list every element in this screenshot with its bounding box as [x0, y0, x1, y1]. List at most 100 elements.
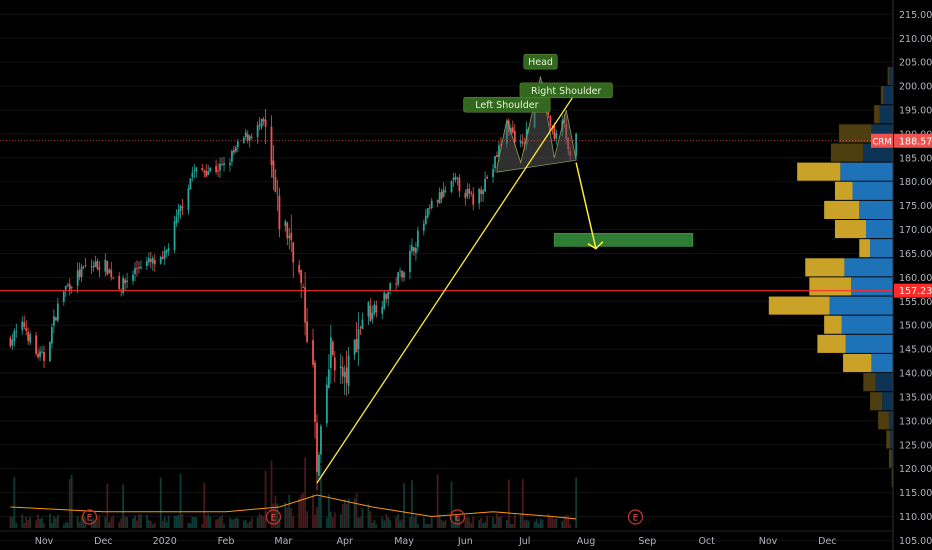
candle-body: [381, 306, 384, 314]
candle-body: [219, 163, 221, 171]
candle-body: [233, 150, 235, 153]
candle-body: [11, 339, 14, 346]
volume-bar: [549, 516, 552, 528]
pattern-label-box: [463, 96, 551, 113]
candle-body: [29, 334, 32, 343]
volume-bar: [468, 518, 471, 528]
volume-bar: [56, 514, 59, 528]
profile-buy-bar: [829, 296, 893, 315]
volume-bar: [300, 494, 303, 528]
time-tick: 2020: [153, 536, 177, 547]
volume-bar: [167, 515, 170, 528]
candle-body: [470, 192, 473, 194]
volume-bar: [193, 516, 196, 528]
time-tick: Oct: [698, 536, 715, 547]
price-tick: 200.00: [899, 82, 932, 93]
profile-sell-bar: [797, 162, 841, 181]
pattern-label: Left Shoulder: [475, 100, 538, 111]
volume-bar: [94, 521, 97, 528]
volume-bar: [151, 524, 154, 528]
volume-bar: [234, 517, 237, 528]
volume-bar: [302, 492, 305, 528]
volume-bar: [343, 499, 346, 528]
candle-body: [430, 200, 433, 208]
candle-body: [15, 330, 18, 332]
volume-bar: [80, 516, 83, 528]
volume-bar: [78, 521, 81, 528]
candle-body: [90, 265, 93, 267]
volume-bar: [229, 517, 231, 528]
target-zone[interactable]: [554, 233, 694, 247]
candle-body: [341, 367, 344, 377]
candle-body: [284, 220, 287, 227]
volume-bar: [541, 519, 544, 528]
volume-bar: [248, 521, 251, 528]
candle-body: [480, 189, 483, 194]
volume-bar: [312, 493, 314, 528]
profile-buy-bar: [888, 411, 893, 430]
profile-sell-bar: [870, 392, 883, 411]
volume-bar: [327, 494, 330, 528]
candle-body: [312, 340, 314, 365]
candle-body: [314, 362, 316, 423]
profile-buy-bar: [859, 200, 893, 219]
time-tick: Dec: [94, 536, 112, 547]
time-tick: Sep: [638, 536, 656, 547]
profile-sell-bar: [863, 373, 876, 392]
candle-body: [258, 124, 261, 126]
volume-bar: [409, 517, 411, 528]
volume-bar: [140, 514, 142, 528]
volume-bar: [181, 514, 184, 528]
candle-body: [492, 169, 494, 177]
candle-body: [242, 137, 245, 143]
volume-bars: [9, 457, 578, 528]
volume-bar: [519, 513, 522, 528]
volume-bar: [179, 474, 182, 528]
candle-body: [56, 303, 59, 321]
time-axis[interactable]: Nov Dec 2020 Feb Mar Apr May Jun Jul Aug Sep Oct Nov…: [0, 530, 893, 547]
candle-body: [52, 316, 55, 326]
profile-sell-bar: [824, 200, 860, 219]
uptrend-line[interactable]: [316, 85, 581, 484]
volume-bar: [525, 519, 528, 528]
head-shoulders-pattern[interactable]: [496, 76, 577, 173]
candle-body: [64, 285, 67, 290]
price-tick: 180.00: [899, 177, 932, 188]
volume-bar: [173, 515, 176, 528]
candle-body: [478, 188, 481, 204]
volume-bar: [270, 460, 273, 528]
volume-bar: [569, 524, 572, 528]
time-tick: Nov: [35, 536, 54, 547]
target-arrow[interactable]: [575, 162, 604, 250]
volume-bar: [201, 523, 204, 528]
volume-bar: [403, 483, 405, 528]
price-axis[interactable]: 105.00 110.00 115.00 120.00 125.00 130.00 135.…: [892, 0, 932, 550]
candle-body: [231, 151, 233, 162]
volume-bar: [395, 517, 398, 528]
volume-bar: [507, 479, 510, 528]
volume-bar: [207, 513, 210, 528]
price-tag-value: 157.23: [899, 286, 932, 297]
candle-body: [278, 195, 281, 230]
volume-bar: [436, 474, 439, 528]
candle-body: [94, 261, 97, 267]
candle-body: [347, 355, 350, 387]
volume-bar: [288, 494, 291, 528]
volume-bar: [424, 523, 427, 528]
earnings-marker: [81, 509, 98, 525]
candle-body: [193, 170, 196, 172]
ticker-tag-box: [871, 133, 893, 148]
volume-bar: [470, 522, 473, 528]
volume-bar: [29, 517, 32, 528]
volume-bar: [464, 517, 467, 528]
volume-bar: [509, 523, 512, 528]
volume-bar: [480, 517, 483, 528]
time-tick: Mar: [274, 536, 292, 547]
profile-buy-bar: [841, 315, 893, 334]
volume-bar: [138, 514, 140, 528]
volume-bar: [27, 519, 30, 528]
candle-body: [288, 235, 291, 238]
profile-buy-bar: [866, 220, 893, 239]
candle-body: [98, 267, 101, 270]
